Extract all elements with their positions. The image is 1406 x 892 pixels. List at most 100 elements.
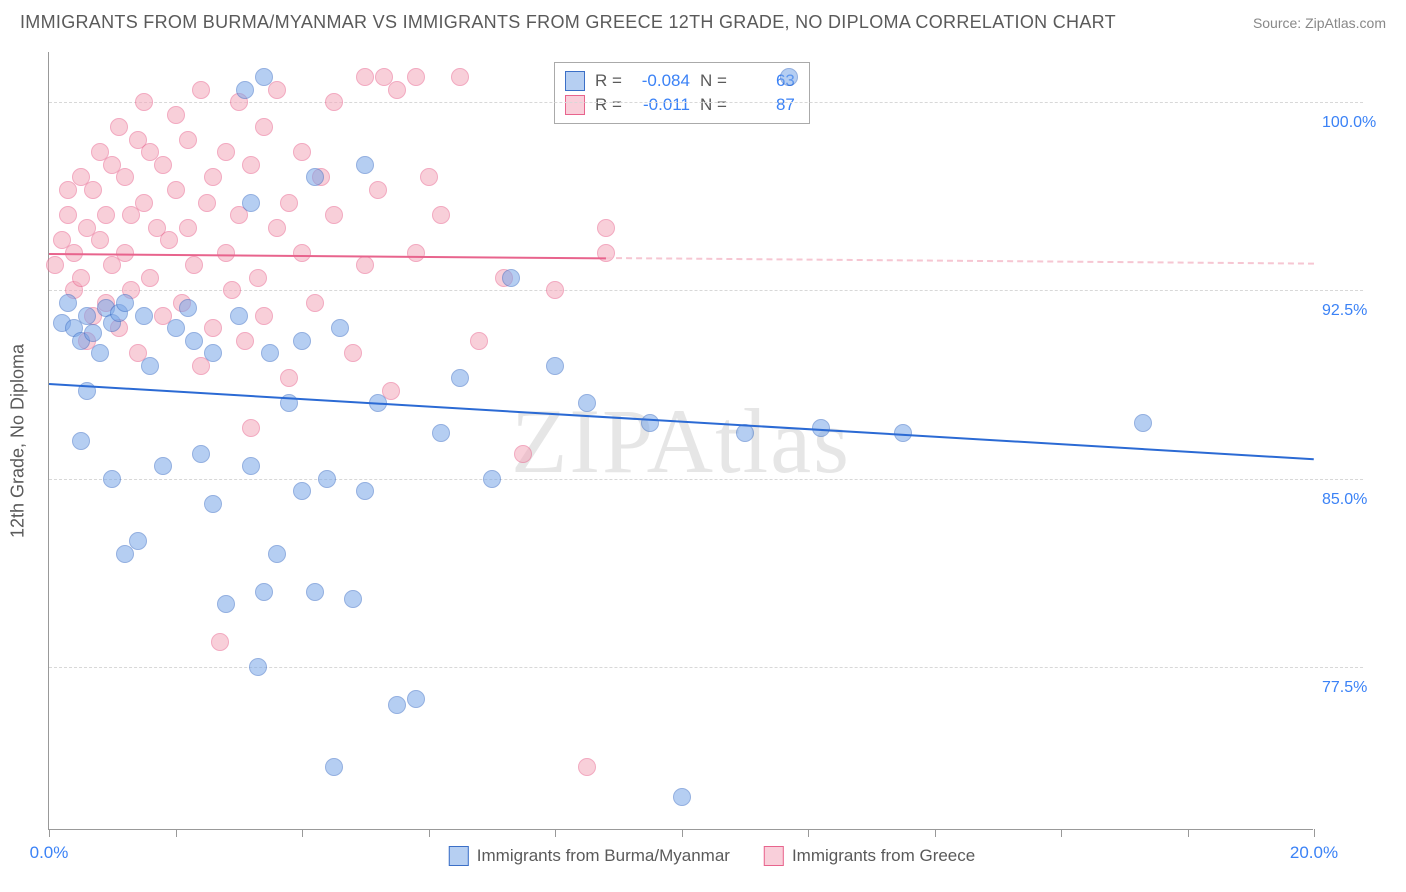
data-point xyxy=(116,168,134,186)
data-point xyxy=(280,369,298,387)
data-point xyxy=(59,206,77,224)
data-point xyxy=(255,307,273,325)
bottom-legend: Immigrants from Burma/Myanmar Immigrants… xyxy=(449,846,975,866)
data-point xyxy=(388,81,406,99)
data-point xyxy=(318,470,336,488)
data-point xyxy=(432,424,450,442)
data-point xyxy=(325,758,343,776)
x-tick xyxy=(1314,829,1315,837)
data-point xyxy=(470,332,488,350)
watermark: ZIPAtlas xyxy=(511,388,851,494)
data-point xyxy=(217,143,235,161)
data-point xyxy=(293,244,311,262)
data-point xyxy=(293,143,311,161)
data-point xyxy=(673,788,691,806)
data-point xyxy=(91,344,109,362)
data-point xyxy=(236,332,254,350)
data-point xyxy=(242,156,260,174)
data-point xyxy=(192,81,210,99)
data-point xyxy=(514,445,532,463)
stat-value: 87 xyxy=(737,95,795,115)
data-point xyxy=(217,244,235,262)
data-point xyxy=(280,194,298,212)
data-point xyxy=(154,156,172,174)
data-point xyxy=(230,307,248,325)
data-point xyxy=(325,93,343,111)
data-point xyxy=(135,194,153,212)
data-point xyxy=(502,269,520,287)
data-point xyxy=(369,181,387,199)
data-point xyxy=(204,495,222,513)
x-tick-label: 0.0% xyxy=(30,843,69,863)
gridline xyxy=(49,479,1363,480)
data-point xyxy=(356,156,374,174)
data-point xyxy=(185,256,203,274)
data-point xyxy=(135,93,153,111)
stat-label: R = xyxy=(595,95,622,115)
y-tick-label: 85.0% xyxy=(1322,491,1367,509)
data-point xyxy=(204,168,222,186)
data-point xyxy=(780,68,798,86)
swatch-pink-icon xyxy=(565,95,585,115)
data-point xyxy=(97,206,115,224)
legend-label: Immigrants from Burma/Myanmar xyxy=(477,846,730,866)
stat-value: -0.084 xyxy=(632,71,690,91)
gridline xyxy=(49,667,1363,668)
data-point xyxy=(242,194,260,212)
stat-label: N = xyxy=(700,71,727,91)
data-point xyxy=(306,294,324,312)
data-point xyxy=(72,269,90,287)
data-point xyxy=(268,545,286,563)
data-point xyxy=(59,294,77,312)
data-point xyxy=(306,583,324,601)
trendline xyxy=(606,257,1314,265)
data-point xyxy=(344,344,362,362)
chart-title: IMMIGRANTS FROM BURMA/MYANMAR VS IMMIGRA… xyxy=(20,12,1116,33)
data-point xyxy=(154,457,172,475)
data-point xyxy=(179,219,197,237)
data-point xyxy=(261,344,279,362)
x-tick xyxy=(682,829,683,837)
data-point xyxy=(242,457,260,475)
data-point xyxy=(249,658,267,676)
data-point xyxy=(331,319,349,337)
x-tick xyxy=(49,829,50,837)
data-point xyxy=(356,68,374,86)
data-point xyxy=(344,590,362,608)
data-point xyxy=(407,690,425,708)
x-tick xyxy=(555,829,556,837)
data-point xyxy=(110,118,128,136)
data-point xyxy=(546,357,564,375)
data-point xyxy=(242,419,260,437)
data-point xyxy=(204,344,222,362)
data-point xyxy=(141,269,159,287)
swatch-blue-icon xyxy=(565,71,585,91)
data-point xyxy=(388,696,406,714)
source-attribution: Source: ZipAtlas.com xyxy=(1253,15,1386,31)
stat-label: R = xyxy=(595,71,622,91)
data-point xyxy=(167,106,185,124)
data-point xyxy=(255,68,273,86)
chart-area: 12th Grade, No Diploma ZIPAtlas R = -0.0… xyxy=(48,52,1376,830)
data-point xyxy=(483,470,501,488)
data-point xyxy=(255,118,273,136)
data-point xyxy=(167,181,185,199)
data-point xyxy=(356,482,374,500)
data-point xyxy=(84,324,102,342)
x-tick xyxy=(429,829,430,837)
data-point xyxy=(451,68,469,86)
data-point xyxy=(407,68,425,86)
data-point xyxy=(420,168,438,186)
stat-value: -0.011 xyxy=(632,95,690,115)
data-point xyxy=(578,394,596,412)
data-point xyxy=(597,219,615,237)
x-tick xyxy=(302,829,303,837)
data-point xyxy=(116,294,134,312)
data-point xyxy=(249,269,267,287)
data-point xyxy=(204,319,222,337)
data-point xyxy=(293,482,311,500)
data-point xyxy=(135,307,153,325)
data-point xyxy=(356,256,374,274)
data-point xyxy=(578,758,596,776)
data-point xyxy=(72,432,90,450)
